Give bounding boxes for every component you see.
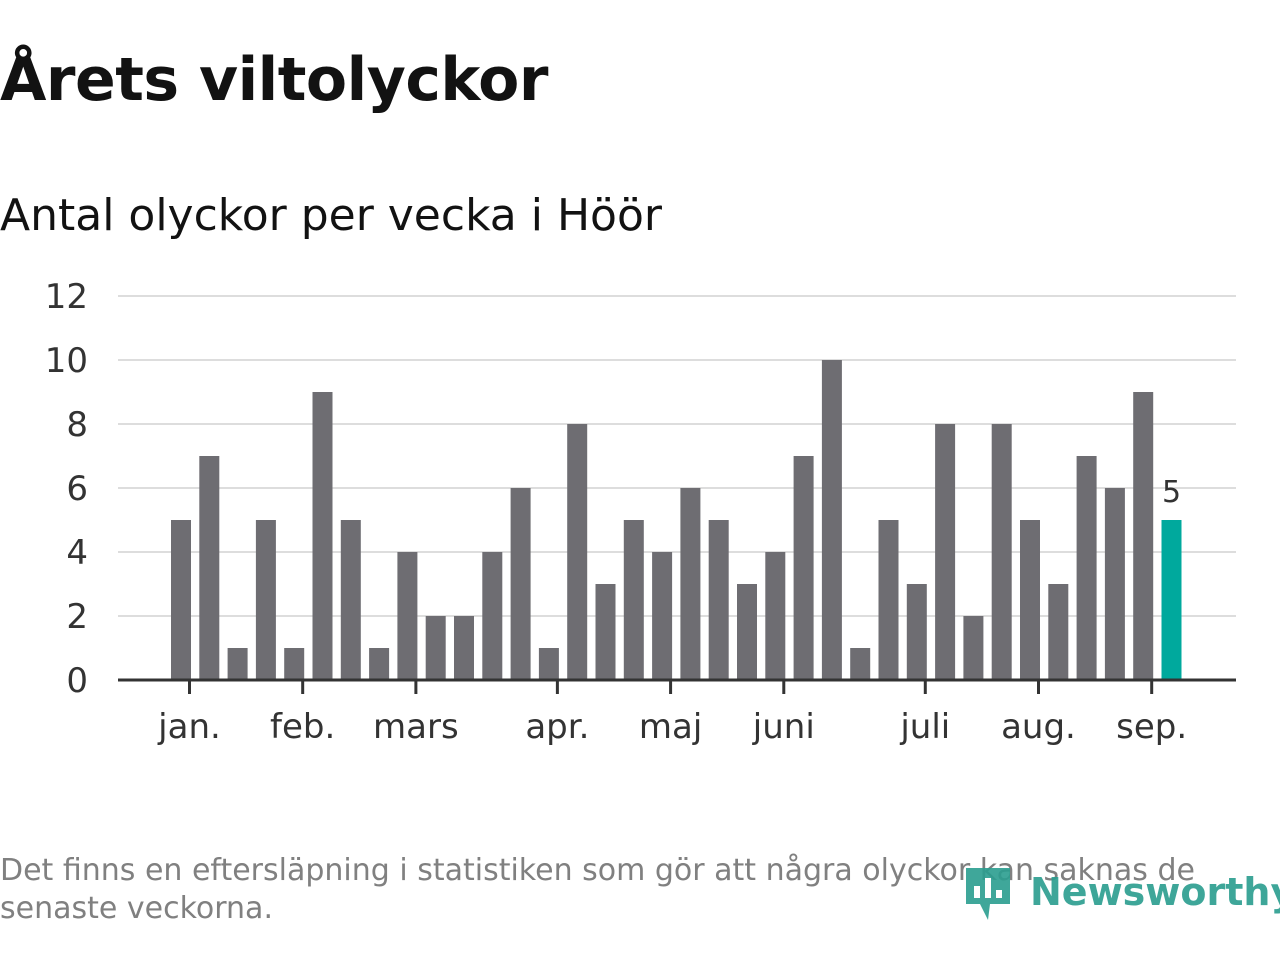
bar: [482, 552, 503, 680]
bar: [821, 360, 842, 680]
brand-logo: Newsworthy: [962, 862, 1280, 922]
bar: [793, 456, 814, 680]
bar: [1104, 488, 1125, 680]
bar: [935, 424, 956, 680]
x-tick-label: juni: [752, 707, 815, 747]
y-tick-label: 6: [66, 469, 88, 509]
bar: [510, 488, 531, 680]
chart-title: Årets viltolyckor: [0, 45, 549, 115]
bar: [906, 584, 927, 680]
bar: [1048, 584, 1069, 680]
x-tick-label: aug.: [1001, 707, 1076, 747]
bar: [199, 456, 220, 680]
bar: [708, 520, 729, 680]
bar: [850, 648, 871, 680]
bar: [312, 392, 333, 680]
x-tick-label: juli: [899, 707, 950, 747]
bar: [878, 520, 899, 680]
x-tick-label: feb.: [270, 707, 335, 747]
bar: [652, 552, 673, 680]
y-tick-label: 10: [45, 341, 88, 381]
bar: [538, 648, 559, 680]
bar: [425, 616, 446, 680]
y-tick-label: 12: [45, 277, 88, 317]
x-tick-label: mars: [373, 707, 459, 747]
chart-subtitle: Antal olyckor per vecka i Höör: [0, 190, 662, 241]
bar: [765, 552, 786, 680]
bar: [567, 424, 588, 680]
bar: [255, 520, 276, 680]
data-label: 5: [1162, 475, 1181, 510]
y-tick-label: 0: [66, 661, 88, 701]
bar: [340, 520, 361, 680]
bar: [595, 584, 616, 680]
bar-chart: 0 2 4 6 8 10 12 jan. feb. mars apr. maj juni juli aug.…: [45, 277, 1236, 747]
bar: [737, 584, 757, 680]
bar: [454, 616, 474, 680]
bar: [680, 488, 701, 680]
brand-name: Newsworthy: [1030, 870, 1280, 914]
y-tick-label: 8: [66, 405, 88, 445]
x-tick-label: jan.: [157, 707, 221, 747]
newsworthy-logo-icon: [966, 868, 1010, 920]
bar: [1020, 520, 1040, 680]
bar: [1133, 392, 1154, 680]
bar: [171, 520, 191, 680]
x-tick-label: apr.: [525, 707, 589, 747]
bar: [369, 648, 390, 680]
bar: [284, 648, 305, 680]
bar: [1076, 456, 1097, 680]
x-tick-label: sep.: [1116, 707, 1187, 747]
bar: [991, 424, 1012, 680]
bar-highlight: [1161, 520, 1182, 680]
x-tick-label: maj: [639, 707, 702, 747]
bar: [397, 552, 418, 680]
bar: [963, 616, 984, 680]
y-tick-label: 4: [66, 533, 88, 573]
y-tick-label: 2: [66, 597, 88, 637]
bar: [623, 520, 644, 680]
bar: [227, 648, 248, 680]
